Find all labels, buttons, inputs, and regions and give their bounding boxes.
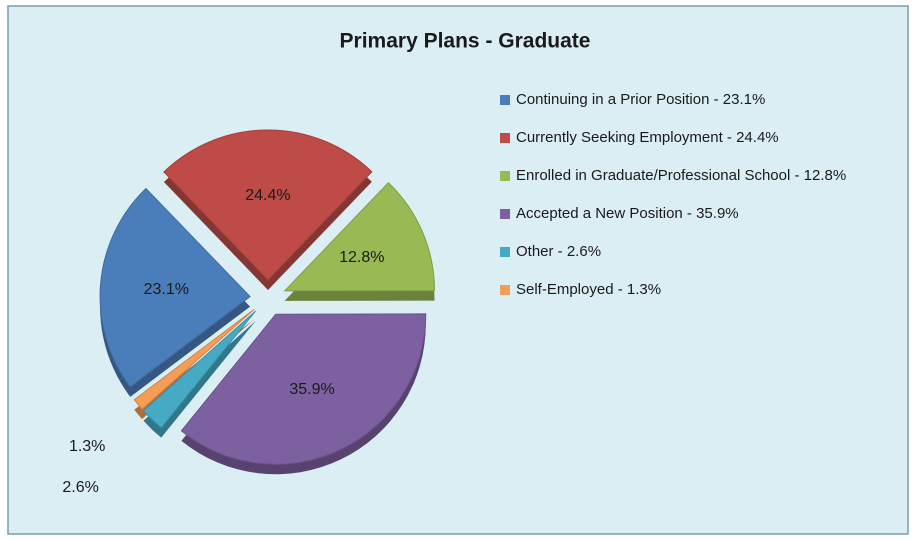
data-label: 1.3% [69,438,105,455]
data-label: 2.6% [62,479,98,496]
pie-slice [99,187,251,388]
pie-slice [133,309,255,410]
legend-label: Accepted a New Position - 35.9% [516,205,739,222]
pie-slice [163,129,373,281]
data-label: 12.8% [339,249,384,266]
legend-label: Continuing in a Prior Position - 23.1% [516,91,765,108]
data-label: 24.4% [245,187,290,204]
legend-label: Self-Employed - 1.3% [516,281,661,298]
legend-label: Enrolled in Graduate/Professional School… [516,167,846,184]
legend-swatch [500,171,510,181]
legend-swatch [500,247,510,257]
legend-label: Other - 2.6% [516,243,601,260]
legend-swatch [500,133,510,143]
chart-title: Primary Plans - Graduate [340,30,591,53]
legend-swatch [500,285,510,295]
data-label: 35.9% [289,381,334,398]
legend-swatch [500,95,510,105]
legend-label: Currently Seeking Employment - 24.4% [516,129,779,146]
data-label: 23.1% [144,281,189,298]
legend-swatch [500,209,510,219]
pie-slice [142,310,256,429]
pie-slice [283,182,436,292]
pie-slice [180,313,427,465]
